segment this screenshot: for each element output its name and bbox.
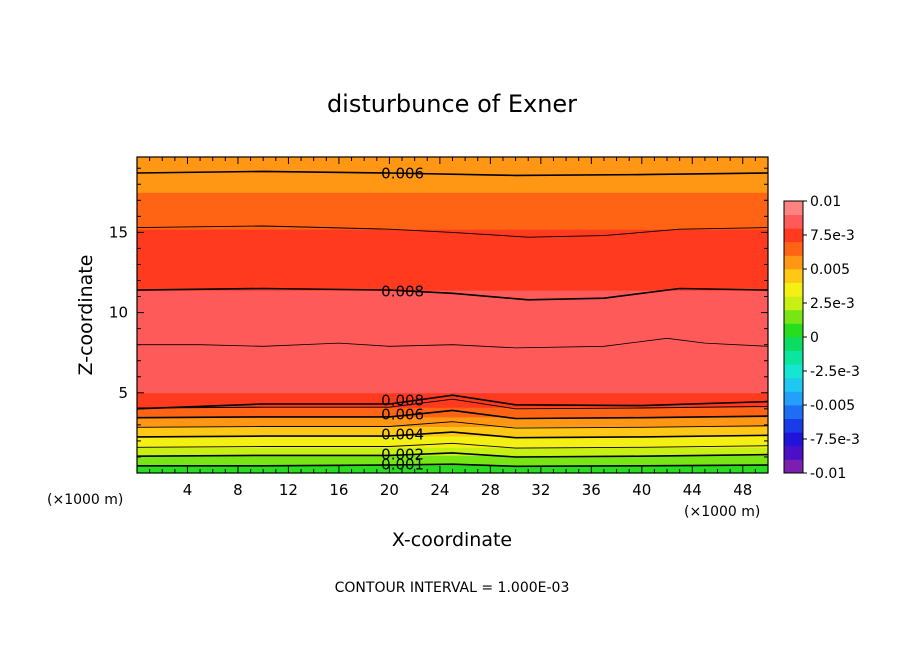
contour-label-0: 0.001 <box>381 456 424 474</box>
contour-line-10 <box>137 170 768 177</box>
contour-label-1: 0.002 <box>381 445 424 463</box>
x-axis-ticks: 4 8 12 16 20 24 28 32 36 40 44 48 <box>149 157 756 499</box>
colorbar-swatch-1 <box>784 445 803 460</box>
y-unit-label: (×1000 m) <box>47 492 123 508</box>
y-tick-label-10: 10 <box>109 304 128 322</box>
contour-lines <box>137 170 768 468</box>
colorbar-tick-label-7: -7.5e-3 <box>810 432 860 448</box>
contour-label-8: 0.008 <box>381 282 424 300</box>
contour-band-11 <box>137 192 768 230</box>
contour-band-1 <box>137 455 768 466</box>
plot-area <box>137 157 768 473</box>
contour-line-3 <box>137 431 768 439</box>
colorbar-swatch-14 <box>784 269 803 283</box>
colorbar-tick-label-5: -2.5e-3 <box>810 364 860 380</box>
colorbar-swatch-5 <box>784 391 803 406</box>
contour-fills <box>137 157 768 473</box>
colorbar-swatch-7 <box>784 364 803 379</box>
y-axis-label: Z-coordinate <box>75 255 97 376</box>
x-tick-label-48: 48 <box>733 481 752 499</box>
colorbar-swatch-12 <box>784 296 803 311</box>
x-tick-label-36: 36 <box>582 481 601 499</box>
colorbar-tick-label-3: 2.5e-3 <box>810 296 855 312</box>
contour-band-9 <box>137 290 768 346</box>
colorbar: 0.01 7.5e-3 0.005 2.5e-3 0 -2.5e-3 -0.005 -7.5e… <box>783 194 860 482</box>
colorbar-swatch-6 <box>784 377 803 392</box>
x-tick-label-40: 40 <box>632 481 651 499</box>
colorbar-swatch-18 <box>784 214 803 229</box>
contour-interval-note: CONTOUR INTERVAL = 1.000E-03 <box>335 580 570 596</box>
contour-band-2 <box>137 447 768 456</box>
x-axis-label: X-coordinate <box>392 529 512 551</box>
colorbar-swatch-2 <box>784 432 803 447</box>
colorbar-swatch-3 <box>784 418 803 433</box>
colorbar-swatch-15 <box>784 255 803 270</box>
x-tick-label-16: 16 <box>329 481 348 499</box>
x-tick-label-32: 32 <box>531 481 550 499</box>
contour-band-3 <box>137 436 768 448</box>
contour-label-7: 0.008 <box>381 391 424 409</box>
colorbar-swatch-4 <box>784 405 803 419</box>
contour-line-2 <box>137 442 768 449</box>
colorbar-swatch-10 <box>784 323 803 338</box>
y-axis-ticks: 5 10 15 <box>109 167 768 458</box>
contour-line-7 <box>137 394 768 410</box>
contour-line-4 <box>137 421 768 429</box>
colorbar-swatch-0 <box>784 459 803 474</box>
colorbar-tick-label-1: 7.5e-3 <box>810 228 855 244</box>
contour-label-3: 0.004 <box>381 426 424 444</box>
contour-line-6 <box>137 398 768 410</box>
x-unit-label: (×1000 m) <box>684 504 760 520</box>
contour-label-5: 0.006 <box>381 405 424 423</box>
contour-line-1 <box>137 452 768 458</box>
contour-line-5 <box>137 409 768 420</box>
contour-band-10 <box>137 229 768 291</box>
colorbar-tick-label-2: 0.005 <box>810 262 850 278</box>
x-tick-label-44: 44 <box>683 481 702 499</box>
x-tick-label-28: 28 <box>481 481 500 499</box>
chart-title: disturbunce of Exner <box>327 90 577 118</box>
contour-band-8 <box>137 344 768 394</box>
contour-band-0 <box>137 464 768 473</box>
contour-line-8 <box>137 287 768 301</box>
colorbar-tick-label-6: -0.005 <box>810 398 855 414</box>
colorbar-swatch-9 <box>784 337 803 351</box>
colorbar-swatch-17 <box>784 228 803 243</box>
y-tick-label-15: 15 <box>109 223 128 241</box>
colorbar-swatch-19 <box>784 201 803 215</box>
x-tick-label-8: 8 <box>233 481 243 499</box>
x-tick-label-24: 24 <box>430 481 449 499</box>
colorbar-swatch-13 <box>784 282 803 297</box>
x-tick-label-4: 4 <box>183 481 193 499</box>
colorbar-swatch-8 <box>784 350 803 365</box>
contour-label-10: 0.006 <box>381 165 424 183</box>
x-tick-label-20: 20 <box>380 481 399 499</box>
x-tick-label-12: 12 <box>279 481 298 499</box>
y-tick-label-5: 5 <box>118 384 128 402</box>
contour-line-9 <box>137 225 768 238</box>
colorbar-swatch-16 <box>784 241 803 256</box>
colorbar-tick-label-4: 0 <box>810 330 819 346</box>
minor-contour-line-0 <box>137 337 768 349</box>
colorbar-tick-label-0: 0.01 <box>810 194 841 210</box>
colorbar-tick-label-8: -0.01 <box>810 466 846 482</box>
contour-line-0 <box>137 463 768 468</box>
contour-band-6 <box>137 407 768 418</box>
colorbar-swatch-11 <box>784 309 803 324</box>
